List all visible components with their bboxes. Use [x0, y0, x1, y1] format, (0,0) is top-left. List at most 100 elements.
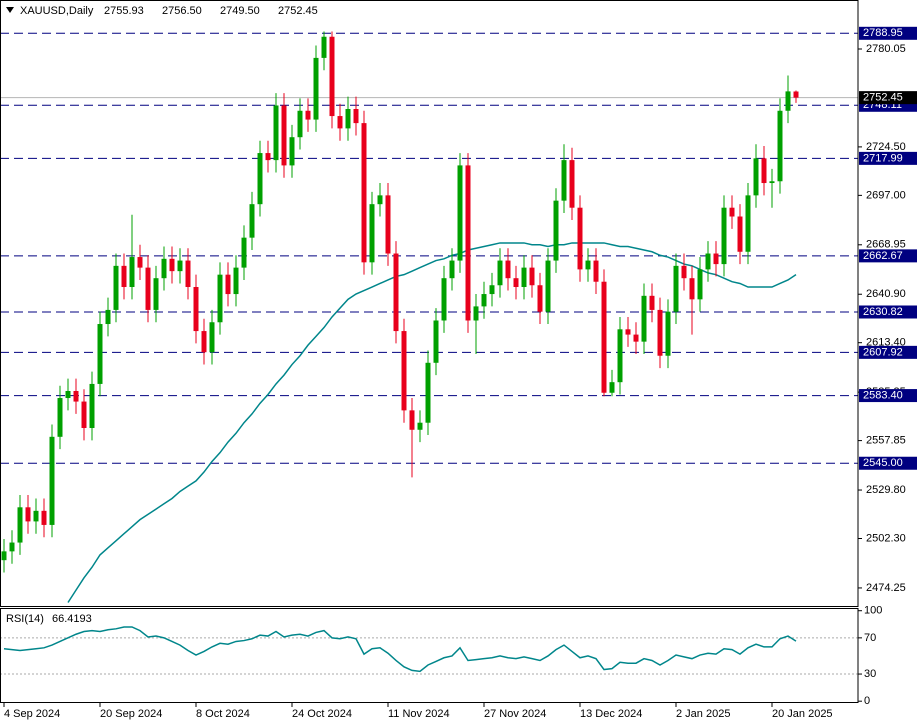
- x-tick-label: 11 Nov 2024: [388, 708, 450, 720]
- candle-body: [65, 390, 71, 399]
- candle-body: [681, 265, 687, 279]
- level-label-box: [859, 151, 917, 165]
- rsi-title: RSI(14): [6, 613, 44, 625]
- candle-body: [169, 258, 175, 272]
- level-label: 2583.40: [863, 389, 903, 401]
- moving-average: [67, 242, 797, 603]
- level-label: 2788.95: [863, 27, 903, 39]
- candle-body: [649, 295, 655, 310]
- candle-body: [185, 260, 191, 288]
- candle-body: [641, 295, 647, 342]
- level-label-box: [859, 345, 917, 359]
- menu-icon: [6, 7, 14, 13]
- candle-body: [289, 137, 295, 166]
- candle-body: [361, 123, 367, 263]
- candle-body: [313, 57, 319, 120]
- x-tick-label: 8 Oct 2024: [196, 708, 250, 720]
- candle-body: [129, 257, 135, 288]
- rsi-value: 66.4193: [52, 613, 92, 625]
- candle-body: [673, 265, 679, 312]
- candle-body: [513, 278, 519, 288]
- candle-body: [217, 274, 223, 323]
- candle-body: [345, 109, 351, 129]
- candle-body: [337, 116, 343, 129]
- candle-body: [193, 287, 199, 332]
- candle-body: [705, 253, 711, 270]
- candle-body: [737, 216, 743, 252]
- candle-body: [617, 329, 623, 383]
- candle-body: [321, 36, 327, 58]
- candle-body: [609, 382, 615, 393]
- candle-body: [369, 204, 375, 263]
- y-tick-label: 2502.30: [866, 532, 906, 544]
- header-value: 2755.93: [104, 5, 144, 17]
- x-tick-label: 20 Jan 2025: [772, 708, 833, 720]
- candle-body: [521, 267, 527, 288]
- candle-body: [257, 153, 263, 205]
- candle-body: [569, 160, 575, 208]
- candle-body: [553, 200, 559, 261]
- y-tick-label: 0: [864, 695, 870, 707]
- candle-body: [377, 195, 383, 205]
- candle-body: [449, 260, 455, 279]
- candle-body: [745, 195, 751, 252]
- level-label-box: [859, 249, 917, 263]
- level-label: 2630.82: [863, 306, 903, 318]
- candle-body: [233, 267, 239, 295]
- candle-body: [785, 91, 791, 111]
- level-label-box: [859, 389, 917, 403]
- candle-body: [481, 294, 487, 307]
- candle-body: [689, 278, 695, 300]
- candle-body: [57, 398, 63, 437]
- candle-body: [225, 274, 231, 295]
- candle-body: [769, 181, 775, 184]
- level-label: 2607.92: [863, 346, 903, 358]
- candle-body: [425, 362, 431, 423]
- candle-body: [297, 110, 303, 138]
- candle-body: [753, 158, 759, 196]
- candle-body: [793, 91, 799, 98]
- y-tick-label: 2474.25: [866, 582, 906, 594]
- candle-body: [401, 331, 407, 411]
- candle-body: [457, 165, 463, 261]
- candle-body: [409, 410, 415, 430]
- price-label: 2752.45: [863, 92, 903, 104]
- y-tick-label: 2668.95: [866, 239, 906, 251]
- level-label-box: [859, 456, 917, 470]
- rsi-line: [3, 626, 797, 673]
- candle-body: [305, 110, 311, 120]
- y-tick-label: 2557.85: [866, 435, 906, 447]
- candle-body: [433, 320, 439, 363]
- candle-body: [393, 253, 399, 332]
- candle-body: [177, 260, 183, 272]
- level-label: 2662.67: [863, 250, 903, 262]
- candle-body: [353, 109, 359, 124]
- candle-body: [41, 510, 47, 525]
- candle-body: [49, 436, 55, 525]
- candle-body: [777, 110, 783, 182]
- y-tick-label: 2724.50: [866, 141, 906, 153]
- candle-body: [281, 105, 287, 166]
- y-tick-label: 2529.80: [866, 484, 906, 496]
- level-label: 2545.00: [863, 457, 903, 469]
- header-value: 2756.50: [162, 5, 202, 17]
- price-label-box: [859, 91, 917, 105]
- candle-body: [145, 267, 151, 310]
- candle-body: [417, 422, 423, 430]
- candle-body: [73, 390, 79, 402]
- candle-body: [473, 306, 479, 321]
- y-tick-label: 2697.00: [866, 189, 906, 201]
- candle-body: [33, 510, 39, 522]
- header-value: 2749.50: [220, 5, 260, 17]
- candle-body: [113, 265, 119, 310]
- candle-body: [1, 551, 7, 561]
- candle-body: [633, 334, 639, 342]
- candle-body: [441, 278, 447, 321]
- candle-body: [17, 507, 23, 543]
- candle-body: [249, 204, 255, 238]
- candle-body: [273, 105, 279, 161]
- candle-body: [497, 260, 503, 286]
- x-tick-label: 24 Oct 2024: [292, 708, 352, 720]
- candle-body: [577, 207, 583, 270]
